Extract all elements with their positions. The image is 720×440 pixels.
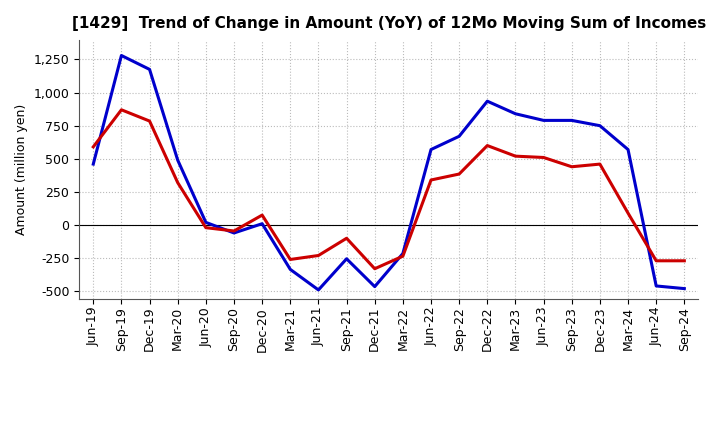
Ordinary Income <box>117 53 126 58</box>
Ordinary Income <box>399 251 408 256</box>
Ordinary Income <box>567 118 576 123</box>
Net Income <box>427 177 436 183</box>
Ordinary Income <box>89 161 98 167</box>
Ordinary Income <box>202 220 210 225</box>
Ordinary Income <box>455 134 464 139</box>
Ordinary Income <box>680 286 688 291</box>
Ordinary Income <box>342 256 351 261</box>
Net Income <box>595 161 604 167</box>
Net Income <box>258 213 266 218</box>
Net Income <box>624 210 632 216</box>
Y-axis label: Amount (million yen): Amount (million yen) <box>15 104 28 235</box>
Ordinary Income <box>258 221 266 226</box>
Line: Ordinary Income: Ordinary Income <box>94 55 684 290</box>
Ordinary Income <box>314 287 323 293</box>
Ordinary Income <box>595 123 604 128</box>
Net Income <box>399 253 408 259</box>
Net Income <box>174 180 182 185</box>
Line: Net Income: Net Income <box>94 110 684 269</box>
Net Income <box>652 258 660 264</box>
Net Income <box>680 258 688 264</box>
Net Income <box>342 236 351 241</box>
Net Income <box>286 257 294 262</box>
Ordinary Income <box>483 99 492 104</box>
Ordinary Income <box>624 147 632 152</box>
Ordinary Income <box>511 111 520 117</box>
Ordinary Income <box>652 283 660 289</box>
Net Income <box>314 253 323 258</box>
Title: [1429]  Trend of Change in Amount (YoY) of 12Mo Moving Sum of Incomes: [1429] Trend of Change in Amount (YoY) o… <box>72 16 706 32</box>
Net Income <box>539 155 548 160</box>
Net Income <box>202 225 210 230</box>
Net Income <box>117 107 126 113</box>
Ordinary Income <box>539 118 548 123</box>
Ordinary Income <box>370 284 379 289</box>
Net Income <box>567 164 576 169</box>
Ordinary Income <box>286 267 294 272</box>
Ordinary Income <box>230 230 238 235</box>
Net Income <box>89 144 98 150</box>
Net Income <box>370 266 379 271</box>
Net Income <box>230 228 238 234</box>
Ordinary Income <box>427 147 436 152</box>
Net Income <box>145 118 154 124</box>
Net Income <box>455 172 464 177</box>
Net Income <box>483 143 492 148</box>
Net Income <box>511 154 520 159</box>
Ordinary Income <box>145 67 154 72</box>
Ordinary Income <box>174 158 182 163</box>
